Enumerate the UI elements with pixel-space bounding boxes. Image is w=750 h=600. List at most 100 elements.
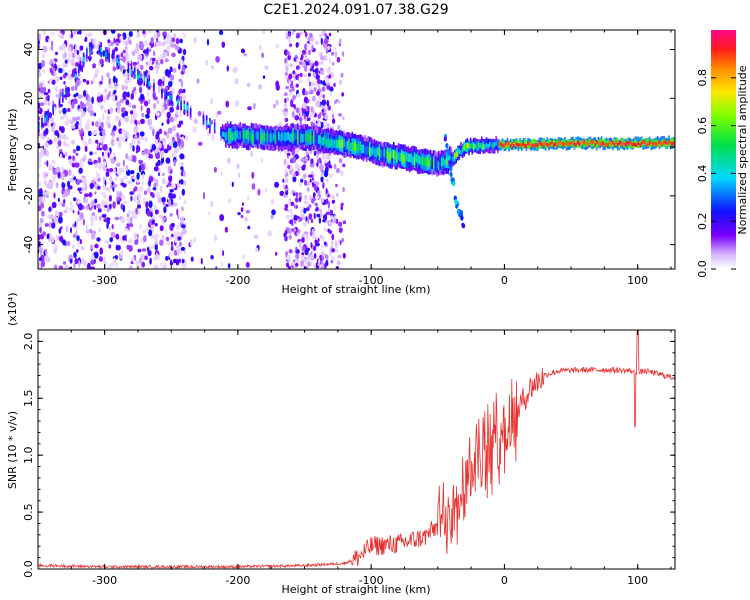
spectrogram-cell xyxy=(340,205,344,211)
spectrogram-cell xyxy=(380,149,382,158)
spectrogram-cell xyxy=(173,32,177,38)
spectrogram-cell xyxy=(52,106,54,112)
spectrogram-cell xyxy=(164,37,170,45)
spectrogram-cell xyxy=(664,140,667,148)
spectrogram-cell xyxy=(316,78,321,85)
spectrogram-cell xyxy=(53,216,59,224)
spectrogram-cell xyxy=(310,158,314,164)
spectrogram-cell xyxy=(177,214,180,219)
spectrogram-cell xyxy=(289,165,293,172)
spectrogram-cell xyxy=(454,199,458,205)
spectrogram-cell xyxy=(137,210,141,214)
spectrogram-cell xyxy=(74,162,80,168)
spectrogram-cell xyxy=(284,111,288,116)
spectrogram-cell xyxy=(124,116,129,123)
spectrogram-cell xyxy=(118,128,123,135)
spectrogram-cell xyxy=(446,148,450,154)
spectrogram-cell xyxy=(140,118,145,125)
spectrogram-cell xyxy=(77,187,82,192)
spectrogram-cell xyxy=(149,257,152,265)
spectrogram-cell xyxy=(269,133,272,142)
spectrogram-cell xyxy=(242,202,244,207)
spectrogram-cell xyxy=(94,198,98,204)
spectrogram-cell xyxy=(81,258,85,265)
spectrogram-cell xyxy=(102,151,104,157)
spectrogram-cell xyxy=(320,79,323,85)
spectrogram-cell xyxy=(45,249,48,255)
spectrogram-cell xyxy=(41,195,45,204)
spectrogram-cell xyxy=(39,217,44,223)
spectrogram-cell xyxy=(238,172,241,178)
spectrogram-cell xyxy=(517,143,520,147)
spectrogram-cell xyxy=(323,37,329,45)
spectrogram-cell xyxy=(100,121,104,129)
spectrogram-cell xyxy=(658,139,661,144)
spectrogram-cell xyxy=(333,82,336,88)
spectrogram-cell xyxy=(67,75,72,80)
y-tick-label: 0 xyxy=(22,144,35,151)
spectrogram-cell xyxy=(55,166,61,173)
spectrogram-cell xyxy=(155,41,159,48)
spectrogram-cell xyxy=(290,201,295,206)
spectrogram-cell xyxy=(465,145,467,151)
spectrogram-cell xyxy=(183,104,186,110)
spectrogram-cell xyxy=(369,147,371,156)
spectrogram-cell xyxy=(136,61,139,65)
spectrogram-cell xyxy=(73,262,76,269)
spectrogram-cell xyxy=(306,218,310,224)
spectrogram-cell xyxy=(134,186,138,192)
spectrogram-cell xyxy=(129,142,133,149)
spectrogram-cell xyxy=(38,133,44,138)
spectrogram-cell xyxy=(513,143,515,148)
spectrogram-cell xyxy=(102,144,108,151)
spectrogram-cell xyxy=(327,105,332,111)
spectrogram-cell xyxy=(142,49,148,54)
spectrogram-cell xyxy=(144,255,148,260)
spectrogram-cell xyxy=(108,244,112,249)
spectrogram-cell xyxy=(88,138,92,145)
x-tick-label: 100 xyxy=(627,274,648,287)
spectrogram-cell xyxy=(487,143,489,149)
spectrogram-cell xyxy=(282,132,285,141)
spectrogram-cell xyxy=(293,132,296,142)
spectrogram-cell xyxy=(180,79,184,88)
spectrogram-cell xyxy=(314,195,320,200)
spectrogram-cell xyxy=(319,69,324,75)
spectrogram-cell xyxy=(293,220,297,224)
spectrogram-cell xyxy=(452,156,454,162)
spectrogram-cell xyxy=(79,45,84,51)
spectrogram-cell xyxy=(51,44,54,51)
spectrogram-cell xyxy=(72,210,75,214)
spectrogram-cell xyxy=(540,142,542,146)
spectrogram-cell xyxy=(404,154,406,163)
spectrogram-cell xyxy=(136,172,140,180)
spectrogram-cell xyxy=(123,175,128,180)
spectrogram-cell xyxy=(254,247,259,253)
spectrogram-cell xyxy=(391,149,393,159)
spectrogram-cell xyxy=(330,215,334,219)
spectrogram-cell xyxy=(134,213,138,219)
spectrogram-cell xyxy=(450,155,453,164)
spectrogram-cell xyxy=(109,167,114,173)
spectrogram-cell xyxy=(487,138,489,149)
spectrogram-cell xyxy=(65,206,68,211)
spectrogram-cell xyxy=(317,190,321,195)
spectrogram-cell xyxy=(139,93,145,101)
spectrogram-cell xyxy=(167,51,169,57)
spectrogram-cell xyxy=(286,152,291,156)
spectrogram-cell xyxy=(96,237,101,242)
spectrogram-cell xyxy=(661,141,664,146)
spectrogram-cell xyxy=(176,183,181,188)
spectrogram-cell xyxy=(136,199,141,205)
spectrogram-cell xyxy=(328,57,332,65)
snr-frame xyxy=(37,329,676,570)
spectrogram-cell xyxy=(319,234,323,239)
spectrogram-cell xyxy=(285,168,288,175)
spectrogram-cell xyxy=(361,144,363,154)
spectrogram-cell xyxy=(51,160,55,164)
spectrogram-cell xyxy=(656,142,659,147)
spectrogram-cell xyxy=(290,100,293,105)
spectrogram-cell xyxy=(343,138,345,147)
spectrogram-cell xyxy=(76,49,80,56)
spectrogram-cell xyxy=(67,107,71,113)
